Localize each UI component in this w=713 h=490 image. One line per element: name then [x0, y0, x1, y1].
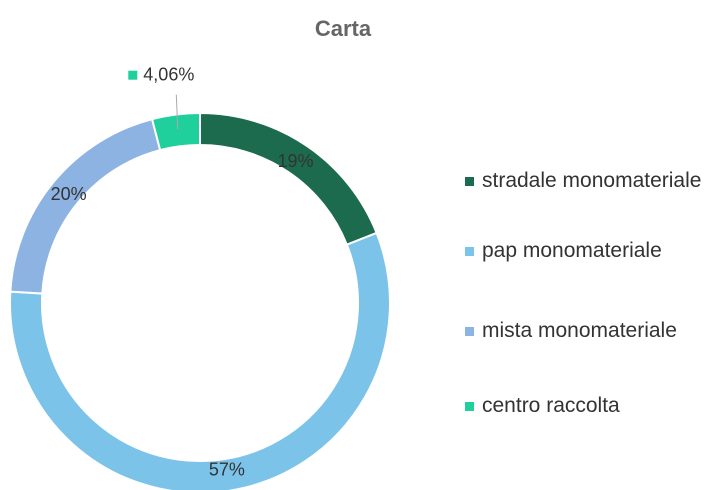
legend-label: centro raccolta — [482, 394, 620, 417]
data-label: 57% — [209, 460, 245, 480]
legend-label: stradale monomateriale — [482, 169, 702, 192]
donut-slice — [9, 231, 391, 490]
legend-swatch — [465, 247, 474, 256]
donut-slice — [150, 111, 201, 152]
data-label: 19% — [277, 151, 313, 171]
legend-swatch — [465, 177, 474, 186]
legend-item: mista monomateriale — [465, 318, 705, 344]
legend-label: mista monomateriale — [482, 319, 677, 342]
legend-swatch — [465, 327, 474, 336]
donut-slice — [9, 117, 162, 295]
label-key — [128, 70, 138, 80]
data-label: 20% — [51, 184, 87, 204]
legend-label: pap monomateriale — [482, 239, 662, 262]
legend-item: centro raccolta — [465, 393, 705, 419]
leader-line — [175, 94, 179, 130]
data-label: 4,06% — [143, 64, 194, 84]
legend-swatch — [465, 402, 474, 411]
donut-slice — [199, 111, 378, 247]
legend-item: pap monomateriale — [465, 238, 705, 264]
legend-item: stradale monomateriale — [465, 168, 705, 194]
chart-title: Carta — [315, 16, 372, 41]
